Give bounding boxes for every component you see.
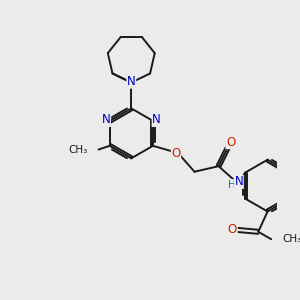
Text: O: O [226, 136, 235, 148]
Text: H: H [228, 180, 236, 190]
Text: O: O [171, 147, 181, 160]
Text: O: O [228, 224, 237, 236]
Text: N: N [235, 176, 243, 188]
Text: N: N [102, 113, 110, 127]
Text: N: N [127, 75, 136, 88]
Text: CH₃: CH₃ [282, 234, 300, 244]
Text: CH₃: CH₃ [68, 145, 88, 154]
Text: N: N [152, 113, 161, 127]
